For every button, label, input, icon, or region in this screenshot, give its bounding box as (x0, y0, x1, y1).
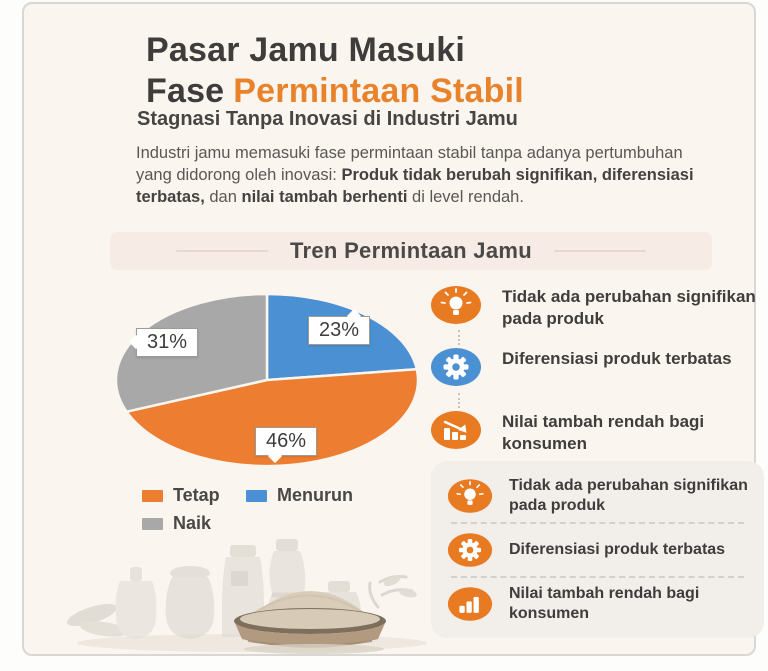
pie-data-label-text: 46% (266, 430, 307, 452)
dashed-divider (451, 522, 744, 524)
dotted-connector (458, 330, 460, 345)
decorative-rule-left (176, 250, 268, 252)
page-title: Pasar Jamu Masuki Fase Permintaan Stabil (146, 30, 524, 113)
intro-seg-0: Industri jamu memasuki fase permintaan s… (136, 144, 683, 184)
legend-label: Tetap (173, 485, 220, 505)
legend-swatch-tetap (142, 489, 163, 502)
list-item-text: Tidak ada perubahan signifikan pada prod… (509, 477, 748, 514)
list-item-text: Nilai tambah rendah bagi konsumen (502, 412, 705, 453)
list-item-text: Tidak ada perubahan signifikan pada prod… (502, 287, 756, 328)
chart-legend: Tetap Menurun Naik (142, 485, 442, 541)
pie-data-label-text: 31% (147, 331, 188, 353)
intro-seg-4: di level rendah. (407, 187, 524, 206)
title-line1: Pasar Jamu Masuki (146, 31, 466, 69)
jamu-bottles-illustration (67, 539, 427, 654)
declining-bars-icon (431, 411, 481, 449)
list-item-text: Diferensiasi produk terbatas (509, 541, 726, 558)
legend-row-2: Naik (142, 513, 442, 534)
page-subtitle: Stagnasi Tanpa Inovasi di Industri Jamu (137, 108, 518, 130)
intro-paragraph: Industri jamu memasuki fase permintaan s… (136, 143, 696, 208)
decorative-rule-right (553, 250, 646, 252)
bar-chart-icon (447, 587, 493, 621)
pie-data-label-text: 23% (319, 319, 360, 341)
list-item: Tidak ada perubahan signifikan pada prod… (430, 285, 760, 330)
pie-data-label-naik: 31% (128, 328, 199, 357)
title-line2: Fase Permintaan Stabil (146, 71, 524, 112)
pie-chart: 23% 31% 46% (111, 291, 423, 469)
list-item: Nilai tambah rendah bagi konsumen (447, 580, 748, 628)
legend-item-naik: Naik (142, 513, 211, 534)
pie-data-label-tetap: 46% (255, 427, 318, 464)
legend-item-tetap: Tetap (142, 485, 246, 506)
list-item: Tidak ada perubahan signifikan pada prod… (447, 472, 748, 520)
list-item-text: Diferensiasi produk terbatas (502, 349, 732, 368)
intro-seg-1: Produk tidak berubah signifikan, diferen… (136, 165, 694, 206)
intro-seg-3: nilai tambah berhenti (241, 187, 408, 206)
legend-swatch-menurun (246, 489, 267, 502)
content-frame: Pasar Jamu Masuki Fase Permintaan Stabil … (22, 2, 764, 656)
legend-label: Naik (173, 513, 212, 533)
legend-item-menurun: Menurun (246, 485, 353, 506)
list-item: Diferensiasi produk terbatas (447, 526, 748, 574)
dashed-divider (451, 576, 744, 578)
section-header-bar: Tren Permintaan Jamu (110, 232, 712, 270)
dotted-connector (458, 393, 460, 408)
summary-card: Tidak ada perubahan signifikan pada prod… (431, 461, 764, 638)
pie-data-label-menurun: 23% (308, 308, 371, 345)
lightbulb-icon (431, 286, 481, 324)
list-item-text: Nilai tambah rendah bagi konsumen (509, 585, 700, 622)
gear-icon (447, 533, 493, 567)
title-line2-prefix: Fase (146, 72, 225, 111)
list-item: Nilai tambah rendah bagi konsumen (430, 410, 760, 455)
title-line2-highlight: Permintaan Stabil (233, 72, 524, 111)
intro-seg-2: dan (204, 187, 242, 206)
legend-row-1: Tetap Menurun (142, 485, 442, 506)
legend-label: Menurun (277, 485, 353, 505)
gear-icon (431, 348, 481, 386)
lightbulb-icon (447, 479, 493, 513)
list-item: Diferensiasi produk terbatas (430, 347, 732, 387)
section-title: Tren Permintaan Jamu (290, 238, 532, 263)
pie-slice-tetap (125, 367, 420, 468)
legend-swatch-naik (142, 517, 163, 530)
